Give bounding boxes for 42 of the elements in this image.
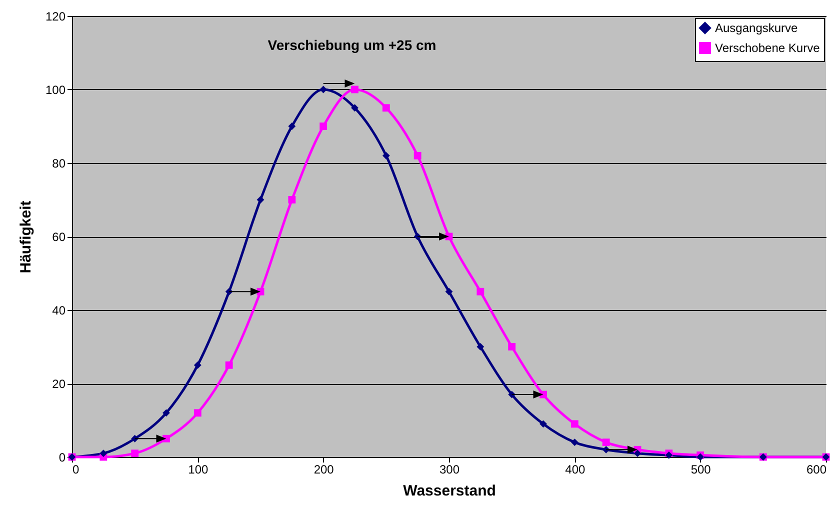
y-tick-label: 40 (52, 304, 66, 318)
x-tick-label: 200 (314, 462, 334, 476)
point (162, 409, 170, 417)
point (540, 420, 547, 428)
point (634, 450, 642, 458)
point (476, 343, 484, 350)
x-tick-label: 600 (806, 462, 827, 476)
x-tick-label: 100 (188, 462, 208, 476)
y-axis-title: Häufigkeit (17, 200, 34, 274)
point (194, 361, 202, 369)
point (570, 420, 578, 428)
point (445, 288, 453, 296)
x-axis-title: Wasserstand (403, 482, 496, 500)
y-tick-label: 100 (45, 83, 66, 97)
legend-label: Verschobene Kurve (715, 41, 820, 55)
y-tick-label: 0 (58, 450, 66, 464)
y-tick-label: 20 (52, 377, 66, 391)
point (351, 86, 358, 94)
point (288, 196, 296, 204)
x-tick-label: 400 (565, 462, 586, 476)
y-tick-label: 120 (45, 10, 66, 24)
point (382, 104, 390, 112)
point (414, 152, 422, 160)
point (320, 122, 328, 130)
x-tick-label: 300 (439, 462, 460, 476)
point (351, 104, 358, 112)
point (602, 438, 610, 446)
point (194, 409, 202, 417)
y-tick-label: 60 (52, 230, 66, 244)
x-tick-label: 0 (72, 462, 80, 476)
point (508, 343, 516, 350)
point (288, 122, 296, 130)
legend-label: Ausgangskurve (715, 21, 798, 35)
y-tick-label: 80 (52, 156, 66, 170)
annotation: Verschiebung um +25 cm (268, 37, 436, 53)
point (225, 361, 233, 369)
point (570, 438, 578, 446)
x-tick-label: 500 (690, 462, 712, 476)
point (100, 450, 108, 458)
point (476, 288, 484, 296)
point (131, 450, 139, 458)
point (382, 152, 390, 160)
